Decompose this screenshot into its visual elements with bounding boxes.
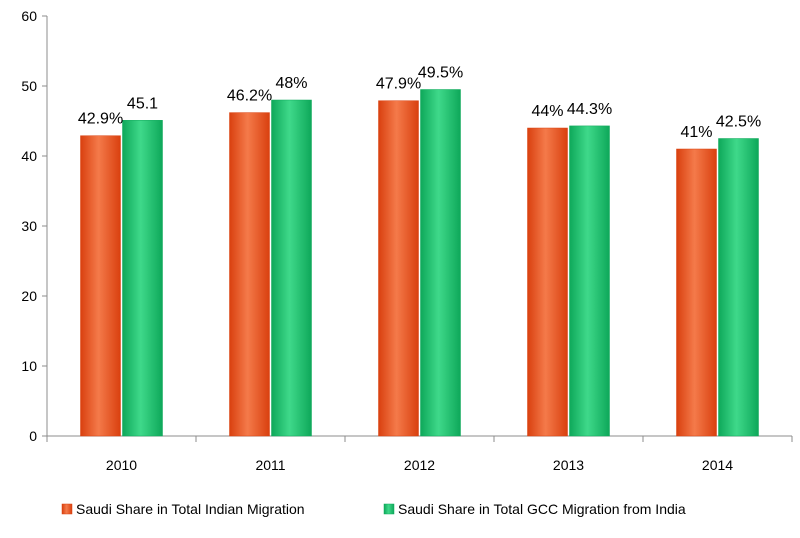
data-label: 41% [680,124,712,141]
y-axis: 0 10 20 30 40 50 60 [21,8,48,444]
data-label: 45.1 [127,95,158,112]
data-label: 48% [275,75,307,92]
x-axis: 2010 2011 2012 2013 2014 [46,435,793,473]
x-tick-label: 2013 [553,457,584,473]
x-tick-label: 2014 [702,457,733,473]
x-tick-label: 2012 [404,457,435,473]
legend-label: Saudi Share in Total GCC Migration from … [398,501,686,517]
bar [271,99,312,437]
bar [718,138,759,437]
y-tick-label: 20 [21,288,37,304]
x-tick-label: 2011 [255,457,285,473]
bar [378,100,419,437]
bars [80,89,759,437]
bar [229,112,270,437]
data-label: 44% [531,103,563,120]
legend-swatch [383,503,395,515]
y-tick-label: 10 [21,358,37,374]
data-label: 42.9% [78,111,123,128]
bar [80,135,121,437]
bar [122,120,163,437]
bar [420,89,461,437]
bar [569,125,610,437]
data-label: 42.5% [716,114,761,131]
y-tick-label: 50 [21,78,37,94]
y-tick-label: 60 [21,8,37,24]
data-labels: 42.9%45.1 46.2%48% 47.9%49.5% 44% 44.3% 41%42… [78,65,761,142]
x-tick-label: 2010 [106,457,137,473]
legend-label: Saudi Share in Total Indian Migration [76,501,305,517]
data-label: 44.3% [567,101,612,118]
legend: Saudi Share in Total Indian Migration Sau… [61,501,686,517]
bar [676,148,717,437]
data-label: 46.2% [227,88,272,105]
data-label: 49.5% [418,65,463,82]
y-tick-label: 30 [21,218,37,234]
bar [527,127,568,437]
y-tick-label: 40 [21,148,37,164]
legend-swatch [61,503,73,515]
y-tick-label: 0 [29,428,37,444]
data-label: 47.9% [376,76,421,93]
